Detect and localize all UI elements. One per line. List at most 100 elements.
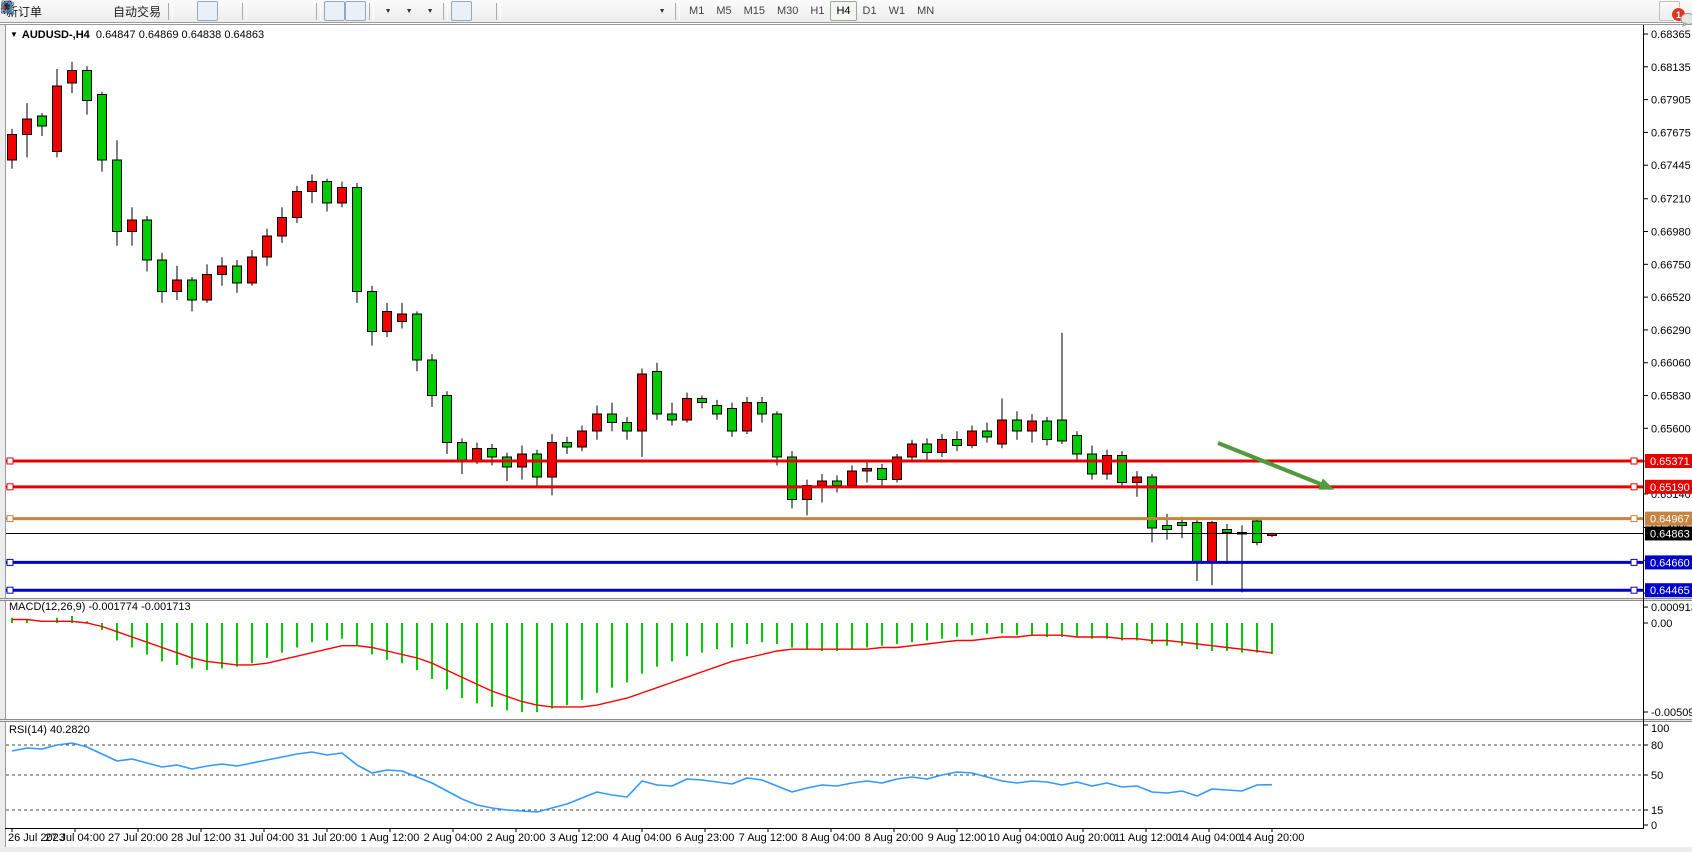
fibonacci-tool-button[interactable]: F (1, 1, 609, 21)
candle-body[interactable] (622, 422, 632, 432)
candle-body[interactable] (292, 191, 302, 218)
candle-body[interactable] (817, 480, 827, 486)
candle-body[interactable] (847, 470, 857, 486)
trend-arrow[interactable] (1217, 441, 1322, 486)
candle-body[interactable] (1207, 521, 1217, 563)
candle-body[interactable] (1147, 476, 1157, 529)
collapse-triangle-icon[interactable]: ▼ (10, 30, 18, 39)
candle-body[interactable] (667, 413, 677, 421)
pane-separator[interactable] (0, 719, 1692, 722)
candle-body[interactable] (1222, 529, 1232, 533)
candle-body[interactable] (952, 439, 962, 446)
zoom-out-button[interactable] (1, 1, 292, 21)
candle-body[interactable] (532, 453, 542, 478)
candle-body[interactable] (487, 447, 497, 458)
candle-body[interactable] (682, 397, 692, 421)
horizontal-line-tool-button[interactable] (1, 1, 546, 21)
candle-body[interactable] (277, 216, 287, 237)
candle-body[interactable] (202, 273, 212, 301)
candle-body[interactable] (322, 181, 332, 204)
candle-body[interactable] (892, 456, 902, 481)
candle-body[interactable] (37, 115, 47, 127)
timeframe-h4-button[interactable]: H4 (830, 1, 857, 21)
cursor-button[interactable] (4, 1, 473, 21)
level-line-handle[interactable] (1630, 483, 1638, 491)
candle-body[interactable] (757, 402, 767, 415)
level-line-handle[interactable] (6, 558, 14, 566)
candle-body[interactable] (1042, 420, 1052, 441)
candle-body[interactable] (577, 430, 587, 448)
channel-tool-button[interactable]: E (0, 0, 588, 21)
line-chart-button[interactable] (1, 1, 239, 21)
candle-body[interactable] (922, 443, 932, 454)
candle-body[interactable] (637, 373, 647, 432)
candle-body[interactable] (1162, 524, 1172, 531)
candle-body[interactable] (727, 407, 737, 432)
candle-body[interactable] (412, 313, 422, 361)
candle-body[interactable] (112, 159, 122, 233)
candle-body[interactable] (397, 313, 407, 322)
candle-body[interactable] (832, 480, 842, 486)
timeframe-m5-button[interactable]: M5 (710, 1, 737, 21)
level-line-handle[interactable] (6, 483, 14, 491)
candle-body[interactable] (697, 397, 707, 404)
candle-body[interactable] (562, 442, 572, 448)
candle-body[interactable] (1102, 454, 1112, 475)
label-tool-button[interactable]: T (1, 1, 651, 21)
candle-body[interactable] (52, 85, 62, 153)
candle-body[interactable] (1252, 520, 1262, 543)
candle-body[interactable] (1117, 454, 1127, 484)
autotrade-button[interactable]: 自动交易 (1, 1, 165, 21)
text-tool-button[interactable]: A (4, 1, 630, 21)
candle-body[interactable] (142, 219, 152, 261)
candle-body[interactable] (307, 181, 317, 193)
candle-body[interactable] (1192, 521, 1202, 563)
indicators-button[interactable]: ▼ (0, 1, 398, 21)
metaeditor-button[interactable] (1, 1, 67, 21)
candle-body[interactable] (1057, 419, 1067, 442)
timeframe-mn-button[interactable]: MN (911, 1, 940, 21)
candle-body[interactable] (22, 118, 32, 136)
candle-body[interactable] (352, 186, 362, 292)
candle-body[interactable] (247, 256, 257, 284)
candle-body[interactable] (592, 413, 602, 432)
level-line-handle[interactable] (1630, 586, 1638, 594)
navigator-button[interactable] (2, 0, 88, 21)
candle-body[interactable] (1072, 434, 1082, 455)
auto-scroll-button[interactable] (1, 1, 346, 21)
candle-body[interactable] (217, 265, 227, 275)
level-line-handle[interactable] (1630, 558, 1638, 566)
candle-body[interactable] (652, 370, 662, 415)
level-line-handle[interactable] (6, 457, 14, 465)
periods-button[interactable]: ▼ (1, 1, 419, 21)
candle-body[interactable] (742, 402, 752, 432)
candle-body[interactable] (877, 467, 887, 481)
candle-body[interactable] (187, 279, 197, 301)
templates-button[interactable]: ▼ (1, 1, 440, 21)
level-line-handle[interactable] (1630, 515, 1638, 523)
vertical-line-tool-button[interactable] (7, 1, 525, 21)
candle-body[interactable] (997, 419, 1007, 445)
candle-body[interactable] (907, 443, 917, 458)
signals-button[interactable] (2, 1, 109, 21)
candle-body[interactable] (97, 94, 107, 161)
crosshair-button[interactable] (1, 1, 493, 21)
candle-body[interactable] (157, 259, 167, 292)
chart-shift-button[interactable] (1, 1, 367, 21)
candle-body[interactable] (862, 467, 872, 472)
candle-body[interactable] (457, 442, 467, 462)
candle-body[interactable] (1012, 419, 1022, 432)
candle-body[interactable] (367, 290, 377, 332)
candle-body[interactable] (1027, 420, 1037, 432)
timeframe-m1-button[interactable]: M1 (683, 1, 710, 21)
timeframe-m15-button[interactable]: M15 (738, 1, 771, 21)
pane-separator[interactable] (0, 598, 1692, 601)
candle-body[interactable] (232, 265, 242, 284)
candle-body[interactable] (1132, 476, 1142, 484)
candle-body[interactable] (982, 430, 992, 438)
candle-body[interactable] (172, 279, 182, 292)
candle-body[interactable] (7, 134, 17, 161)
level-line-handle[interactable] (1630, 457, 1638, 465)
arrows-tool-button[interactable]: ▼ (1, 1, 672, 21)
